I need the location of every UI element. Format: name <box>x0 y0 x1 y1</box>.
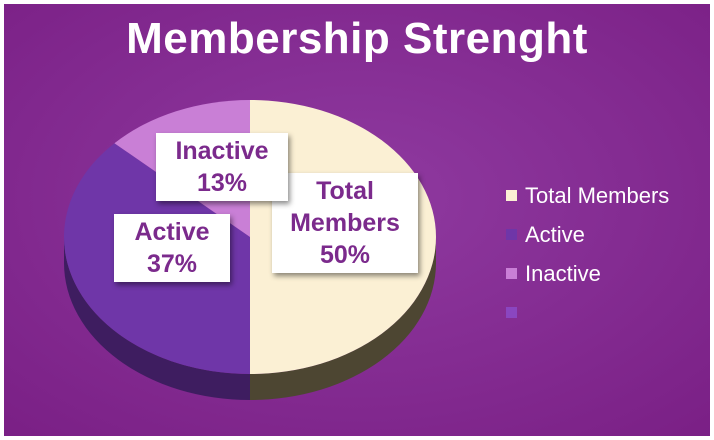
data-label-value: 13% <box>196 169 248 197</box>
data-label-inactive: Inactive 13% <box>156 133 288 201</box>
data-label-name: Total Members <box>290 177 400 237</box>
legend-swatch <box>506 190 517 201</box>
legend-label: Active <box>525 221 585 247</box>
pie-sides <box>64 237 436 400</box>
legend-swatch <box>506 229 517 240</box>
legend-item-unnamed <box>506 293 669 332</box>
pie-side-active <box>64 237 250 400</box>
data-label-value: 37% <box>146 250 198 278</box>
data-label-name: Inactive <box>175 137 269 165</box>
legend: Total Members Active Inactive <box>506 176 669 332</box>
chart-title: Membership Strenght <box>126 14 588 63</box>
data-label-total-members: Total Members 50% <box>272 173 418 273</box>
legend-item-total-members: Total Members <box>506 176 669 215</box>
legend-swatch <box>506 307 517 318</box>
legend-item-inactive: Inactive <box>506 254 669 293</box>
data-label-value: 50% <box>319 241 371 269</box>
data-label-active: Active 37% <box>114 214 230 282</box>
legend-label: Total Members <box>525 182 670 208</box>
legend-item-active: Active <box>506 215 669 254</box>
legend-label: Inactive <box>525 260 601 286</box>
legend-swatch <box>506 268 517 279</box>
data-label-name: Active <box>134 218 210 246</box>
pie-side-total-members <box>250 237 436 400</box>
